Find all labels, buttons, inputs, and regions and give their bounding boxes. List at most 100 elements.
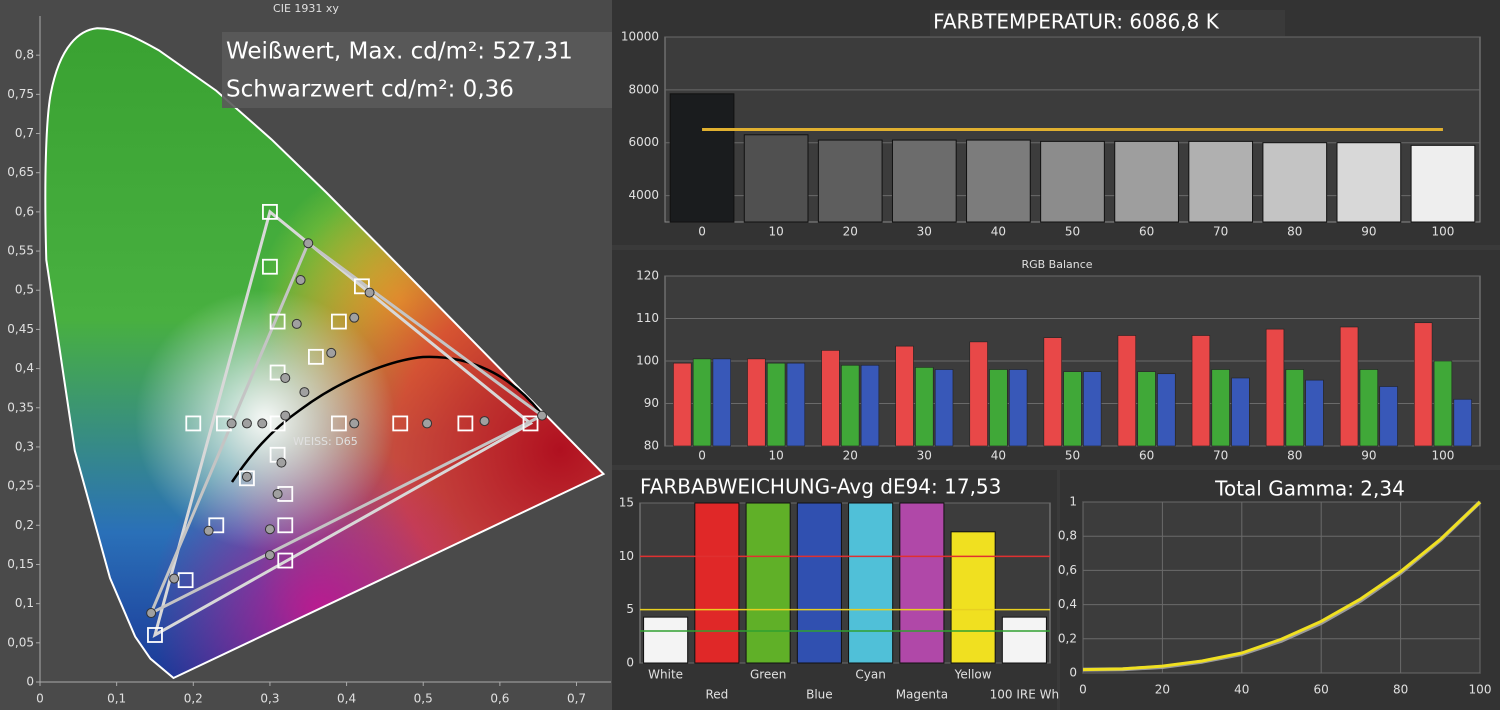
x-tick-label: 30: [917, 449, 932, 463]
bar: [966, 139, 1031, 223]
y-tick-label: 1: [1069, 495, 1077, 509]
measured-point: [326, 347, 337, 358]
x-tick-label: 0,2: [184, 692, 203, 706]
bar: [1414, 322, 1433, 447]
bar: [786, 362, 806, 447]
x-tick-label: 90: [1361, 449, 1376, 463]
y-tick-label: 0: [26, 675, 34, 689]
y-tick-label: 100: [636, 354, 659, 368]
bar: [817, 139, 883, 223]
y-tick-label: 8000: [628, 82, 659, 96]
bar: [1265, 328, 1285, 447]
bar: [1001, 616, 1047, 664]
measured-point: [264, 524, 275, 535]
bar: [1285, 369, 1304, 447]
y-tick-label: 4000: [628, 188, 659, 202]
bar: [895, 345, 914, 447]
y-tick-label: 0: [626, 656, 634, 670]
target-point: [262, 258, 278, 275]
y-tick-label: 0,4: [15, 361, 34, 375]
target-point: [354, 278, 370, 295]
bar: [841, 364, 860, 447]
measured-point: [276, 457, 287, 468]
y-tick-label: 0,6: [15, 204, 34, 218]
measured-point: [299, 387, 310, 398]
x-tick-label: 100: [1432, 449, 1455, 463]
measured-point: [349, 312, 360, 323]
x-tick-label: 40: [991, 449, 1006, 463]
bar: [1336, 142, 1402, 223]
gamma-line: [1082, 500, 1482, 672]
chart-title: RGB Balance: [1021, 258, 1092, 271]
measured-point: [146, 608, 157, 619]
bar: [673, 362, 692, 447]
bar: [1157, 373, 1176, 447]
chart-title: CIE 1931 xy: [273, 2, 339, 15]
measured-point: [169, 573, 180, 584]
target-point: [208, 517, 225, 534]
y-tick-label: 0,2: [15, 518, 34, 532]
target-point: [331, 415, 347, 432]
measured-point: [303, 238, 314, 249]
target-point: [277, 517, 294, 534]
y-tick-label: 10000: [621, 30, 659, 44]
bar: [1231, 377, 1250, 447]
y-tick-label: 0,55: [7, 244, 34, 258]
x-tick-label: 50: [1065, 225, 1080, 239]
annotation: WEISS: D65: [293, 435, 358, 448]
measured-point: [257, 418, 268, 429]
target-point: [269, 415, 286, 432]
bar: [1043, 337, 1062, 447]
target-point: [392, 415, 409, 432]
measured-point: [349, 418, 360, 429]
bar: [692, 358, 712, 447]
bar: [848, 502, 894, 664]
target-point: [308, 348, 324, 365]
y-tick-label: 0,45: [7, 322, 34, 336]
chart-title: FARBABWEICHUNG-Avg dE94: 17,53: [640, 475, 1001, 499]
y-tick-label: 0,8: [15, 48, 34, 62]
y-tick-label: 6000: [628, 135, 659, 149]
y-tick-label: 0,35: [7, 400, 34, 414]
bar: [1211, 369, 1230, 447]
bar: [1083, 371, 1102, 447]
x-tick-label: Yellow: [954, 668, 992, 682]
x-tick-label: 20: [1155, 683, 1170, 697]
x-tick-label: Cyan: [855, 668, 885, 682]
measured-point: [241, 418, 252, 429]
x-tick-label: Red: [705, 688, 728, 702]
target-point: [457, 415, 474, 432]
bar: [643, 616, 689, 664]
y-tick-label: 15: [619, 496, 634, 510]
x-tick-label: 30: [917, 225, 932, 239]
bar: [1008, 369, 1028, 447]
bar: [1040, 140, 1105, 223]
y-tick-label: 0,4: [1058, 597, 1077, 611]
bar: [1137, 371, 1156, 447]
measured-point: [364, 287, 375, 298]
x-tick-label: Magenta: [896, 688, 948, 702]
y-tick-label: 0,15: [7, 557, 34, 571]
measured-point: [422, 418, 433, 429]
y-tick-label: 0,1: [15, 596, 34, 610]
bar: [934, 369, 954, 447]
bar: [950, 531, 996, 664]
x-tick-label: 0,3: [260, 692, 279, 706]
x-tick-label: 20: [843, 225, 858, 239]
y-tick-label: 80: [644, 439, 659, 453]
x-tick-label: 0,7: [567, 692, 586, 706]
x-tick-label: 0,6: [490, 692, 509, 706]
measured-point: [203, 525, 214, 536]
annotation-box: [222, 32, 612, 108]
bar: [1453, 398, 1472, 447]
measured-point: [272, 488, 283, 499]
target-point: [269, 364, 286, 381]
bar: [1410, 144, 1476, 223]
x-tick-label: 60: [1314, 683, 1329, 697]
chart-title: FARBTEMPERATUR: 6086,8 K: [933, 10, 1220, 34]
x-tick-label: 20: [843, 449, 858, 463]
target-point: [239, 470, 255, 487]
bar: [1433, 360, 1453, 447]
x-tick-label: 70: [1213, 225, 1228, 239]
